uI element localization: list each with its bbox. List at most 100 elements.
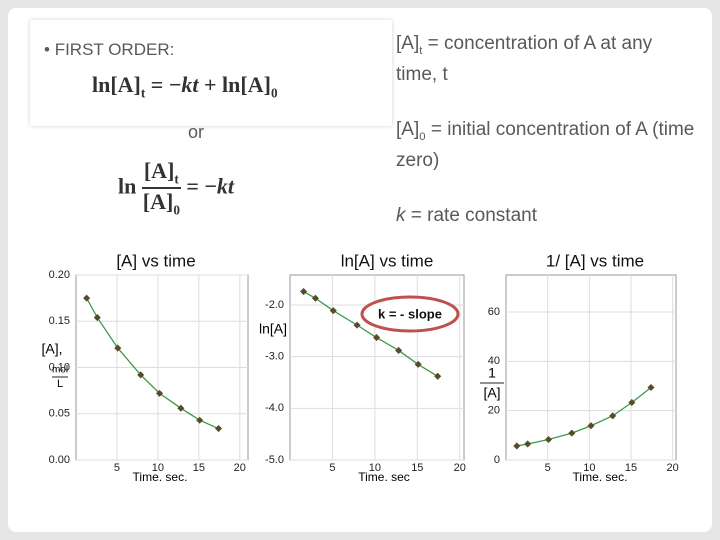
x-tick-label: 20 bbox=[454, 462, 466, 474]
x-axis-label: Time. sec. bbox=[133, 470, 188, 484]
x-axis-label: Time. sec bbox=[358, 470, 410, 484]
definition: [A]0 = initial concentration of A (time … bbox=[396, 118, 696, 173]
annotation: k = - slope bbox=[378, 306, 442, 321]
x-tick-label: 5 bbox=[329, 462, 335, 474]
def-sub: 0 bbox=[419, 130, 426, 143]
eq-sub: t bbox=[140, 85, 146, 101]
y-tick-label: 40 bbox=[488, 355, 500, 367]
y-tick-label: 0.20 bbox=[49, 269, 70, 281]
chart-title: [A] vs time bbox=[116, 251, 195, 270]
y-tick-label: -4.0 bbox=[265, 402, 284, 414]
x-tick-label: 15 bbox=[193, 462, 205, 474]
fraction: [A]t [A]0 bbox=[141, 158, 181, 219]
eq-sub: 0 bbox=[173, 202, 180, 218]
data-point bbox=[196, 416, 204, 424]
data-point bbox=[524, 440, 532, 448]
data-point bbox=[414, 360, 422, 368]
bullet: • FIRST ORDER: bbox=[44, 40, 175, 59]
def-part: = rate constant bbox=[405, 205, 537, 226]
def-part: k bbox=[396, 205, 406, 226]
numerator: [A]t bbox=[141, 158, 181, 190]
data-point bbox=[544, 435, 553, 444]
x-tick-label: 20 bbox=[667, 462, 679, 474]
equation-box bbox=[30, 20, 392, 126]
y-tick-label: -2.0 bbox=[265, 299, 284, 311]
x-tick-label: 15 bbox=[411, 462, 423, 474]
y-axis-label: L bbox=[57, 378, 63, 390]
data-point bbox=[395, 346, 403, 354]
data-line bbox=[303, 290, 439, 377]
y-tick-label: 0.15 bbox=[49, 315, 70, 327]
y-axis-label: [A], bbox=[41, 341, 62, 357]
eq-part: ln[A] bbox=[92, 72, 141, 97]
data-point bbox=[311, 294, 319, 302]
eq-sub: t bbox=[174, 171, 179, 187]
x-tick-label: 15 bbox=[625, 462, 637, 474]
data-point bbox=[156, 389, 164, 397]
eq-part: = − bbox=[145, 72, 182, 97]
x-tick-label: 20 bbox=[234, 462, 246, 474]
def-part: [A] bbox=[396, 33, 420, 54]
data-point bbox=[373, 333, 381, 342]
eq-part: = − bbox=[180, 173, 217, 199]
data-point bbox=[587, 422, 595, 430]
annotation-ellipse bbox=[360, 295, 460, 333]
def-part: = concentration of A at any time, t bbox=[396, 33, 653, 85]
y-tick-label: 0.00 bbox=[49, 454, 70, 466]
eq-part: + ln[A] bbox=[198, 72, 271, 97]
eq-part: kt bbox=[181, 72, 199, 97]
chart-title: 1/ [A] vs time bbox=[546, 251, 644, 270]
x-tick-label: 5 bbox=[114, 462, 120, 474]
y-tick-label: 60 bbox=[488, 306, 500, 318]
y-tick-label: -3.0 bbox=[265, 351, 284, 363]
data-point bbox=[513, 442, 521, 450]
eq-part: [A] bbox=[142, 189, 174, 215]
def-sub: t bbox=[419, 44, 423, 57]
plot-area bbox=[505, 274, 677, 461]
y-axis-label: 1 bbox=[488, 365, 496, 381]
x-tick-label: 5 bbox=[545, 462, 551, 474]
y-tick-label: 0.05 bbox=[49, 408, 70, 420]
y-axis-label: [A] bbox=[483, 385, 500, 401]
eq-part: ln bbox=[118, 173, 137, 199]
eq-part: kt bbox=[216, 173, 235, 199]
equation-2: ln [A]t [A]0 = −kt bbox=[118, 158, 234, 219]
data-point bbox=[568, 429, 576, 437]
x-tick-label: 10 bbox=[583, 462, 595, 474]
definition: k = rate constant bbox=[396, 204, 696, 228]
y-tick-label: 20 bbox=[488, 405, 500, 417]
x-axis-label: Time. sec. bbox=[573, 470, 628, 484]
data-point bbox=[83, 294, 91, 302]
data-point bbox=[628, 398, 636, 407]
or-text: or bbox=[188, 122, 205, 142]
eq-sub: 0 bbox=[270, 85, 278, 101]
x-tick-label: 10 bbox=[369, 462, 381, 474]
y-axis-label: ln[A] bbox=[259, 321, 287, 337]
eq-part: [A] bbox=[143, 158, 175, 183]
def-part: = initial concentration of A (time zero) bbox=[396, 119, 695, 171]
data-point bbox=[329, 307, 337, 315]
data-point bbox=[353, 321, 361, 329]
data-line bbox=[86, 297, 219, 430]
data-point bbox=[137, 371, 145, 379]
data-point bbox=[609, 412, 617, 420]
y-tick-label: 0.10 bbox=[49, 361, 70, 373]
data-line bbox=[516, 386, 652, 447]
x-tick-label: 10 bbox=[152, 462, 164, 474]
def-part: [A] bbox=[396, 119, 420, 140]
y-tick-label: 0 bbox=[494, 454, 500, 466]
y-tick-label: -5.0 bbox=[265, 454, 284, 466]
bullet-text: FIRST ORDER: bbox=[54, 40, 175, 59]
data-point bbox=[214, 425, 223, 433]
equation-1: ln[A]t = −kt + ln[A]0 bbox=[92, 72, 278, 101]
definition: [A]t = concentration of A at any time, t bbox=[396, 32, 696, 87]
data-point bbox=[93, 314, 101, 322]
data-point bbox=[434, 372, 442, 380]
y-axis-label: mol bbox=[52, 365, 68, 376]
denominator: [A]0 bbox=[142, 189, 181, 218]
data-point bbox=[647, 383, 655, 392]
data-point bbox=[177, 404, 185, 412]
plots: 0.000.050.100.150.205 10 15 20-5.0-4.0-3.0-… bbox=[49, 269, 679, 474]
